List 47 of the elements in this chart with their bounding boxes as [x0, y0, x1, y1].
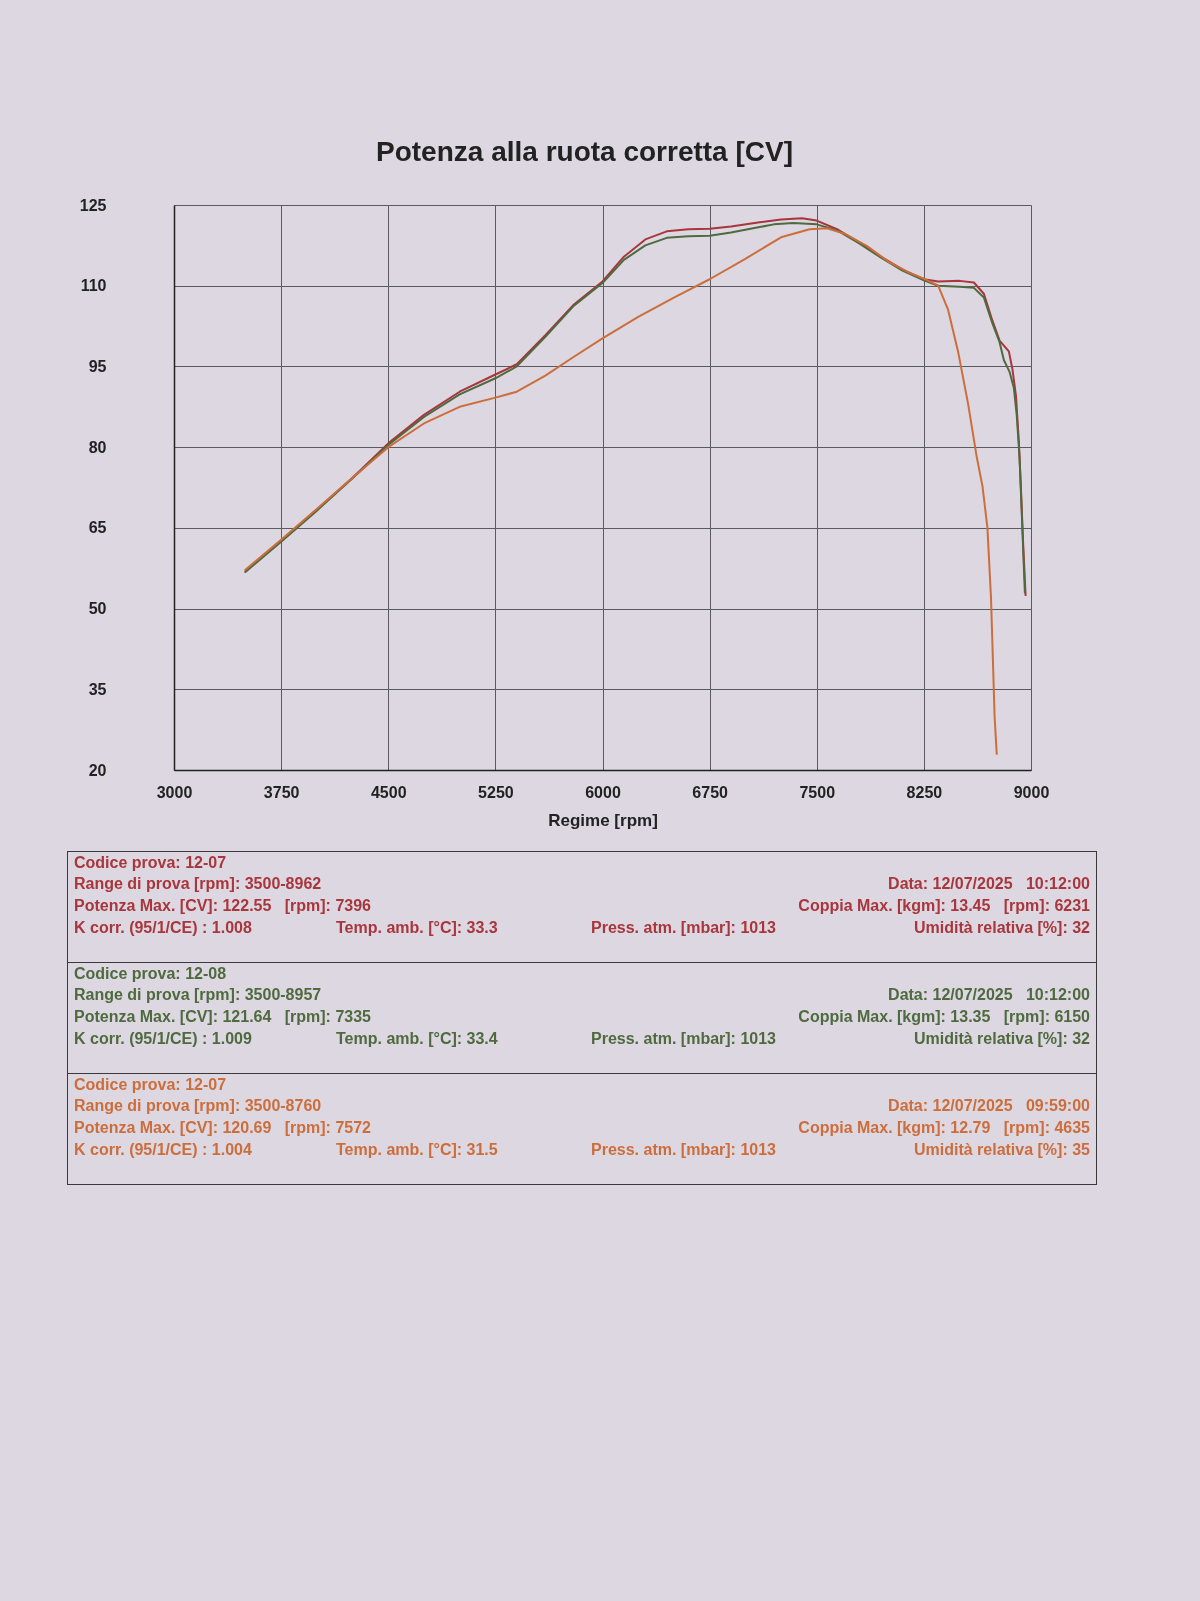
y-tick-label: 110: [80, 277, 107, 295]
text: Range di prova [rpm]: 3500-8957: [74, 985, 322, 1005]
y-tick-label: 65: [88, 519, 107, 537]
text: Press. atm. [mbar]: 1013: [591, 918, 776, 938]
y-tick-label: 50: [88, 600, 107, 618]
text: Coppia Max. [kgm]: 13.35 [rpm]: 6150: [798, 1007, 1090, 1027]
y-tick-label: 80: [88, 438, 107, 456]
text: Range di prova [rpm]: 3500-8962: [74, 874, 322, 894]
text: Data: 12/07/2025 09:59:00: [888, 1096, 1090, 1116]
text: Potenza Max. [CV]: 122.55 [rpm]: 7396: [74, 896, 371, 916]
x-tick-label: 6750: [692, 783, 729, 801]
text: Coppia Max. [kgm]: 12.79 [rpm]: 4635: [798, 1118, 1090, 1138]
text: Press. atm. [mbar]: 1013: [591, 1140, 776, 1160]
x-tick-label: 5250: [478, 783, 514, 801]
chart-title: Potenza alla ruota corretta [CV]: [376, 136, 793, 167]
text: Codice prova: 12-07: [74, 1075, 227, 1095]
text: Range di prova [rpm]: 3500-8760: [74, 1096, 322, 1116]
x-tick-label: 3750: [263, 783, 300, 801]
text: Potenza Max. [CV]: 120.69 [rpm]: 7572: [74, 1118, 371, 1138]
text: Data: 12/07/2025 10:12:00: [888, 985, 1090, 1005]
text: Codice prova: 12-07: [74, 853, 227, 873]
text: Codice prova: 12-08: [74, 964, 227, 984]
text: Umidità relativa [%]: 32: [913, 918, 1090, 938]
text: Umidità relativa [%]: 35: [913, 1140, 1090, 1160]
y-tick-label: 35: [88, 680, 107, 698]
x-tick-label: 9000: [1013, 783, 1050, 801]
text: K corr. (95/1/CE) : 1.004: [74, 1140, 252, 1160]
x-tick-label: 3000: [156, 783, 193, 801]
x-tick-label: 4500: [370, 783, 407, 801]
line-series: [244, 227, 998, 755]
y-tick-label: 125: [79, 196, 107, 214]
text: Umidità relativa [%]: 32: [913, 1029, 1090, 1049]
x-tick-label: 8250: [906, 783, 943, 801]
x-axis-title: Regime [rpm]: [548, 810, 658, 830]
text: K corr. (95/1/CE) : 1.009: [74, 1029, 252, 1049]
text: Temp. amb. [°C]: 33.3: [336, 918, 498, 938]
text: Coppia Max. [kgm]: 13.45 [rpm]: 6231: [798, 896, 1090, 916]
text: Temp. amb. [°C]: 31.5: [336, 1140, 498, 1160]
text: Potenza Max. [CV]: 121.64 [rpm]: 7335: [74, 1007, 371, 1027]
text: Data: 12/07/2025 10:12:00: [888, 874, 1090, 894]
y-tick-label: 20: [88, 761, 107, 779]
text: Temp. amb. [°C]: 33.4: [336, 1029, 498, 1049]
text: Press. atm. [mbar]: 1013: [591, 1029, 776, 1049]
text: K corr. (95/1/CE) : 1.008: [74, 918, 252, 938]
x-tick-label: 7500: [799, 783, 836, 801]
y-tick-label: 95: [88, 357, 107, 375]
x-tick-label: 6000: [585, 783, 621, 801]
